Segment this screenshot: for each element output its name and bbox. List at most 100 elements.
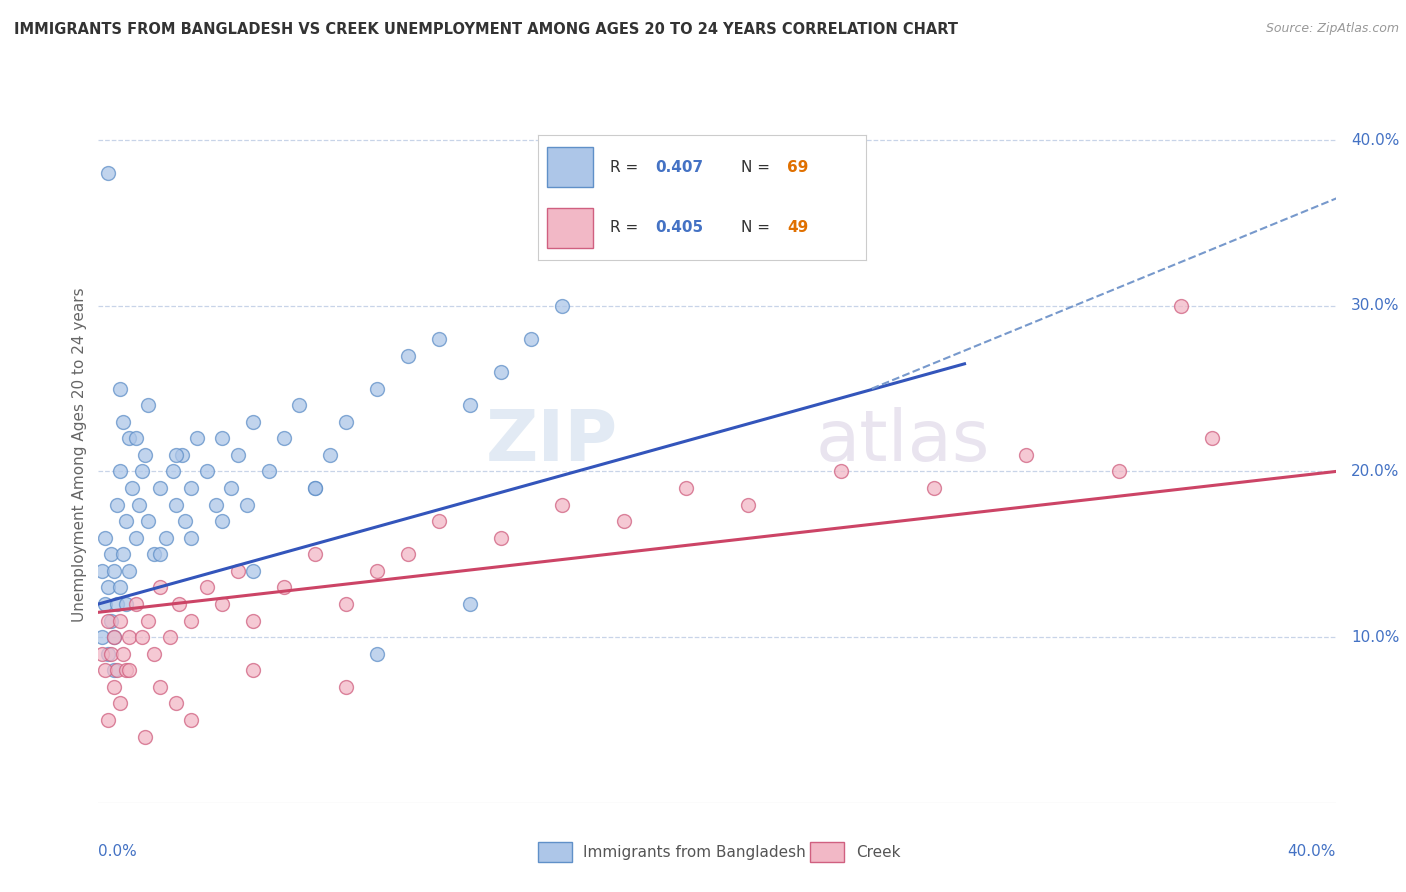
Point [103, 564, 125, 578]
Point [108, 614, 131, 628]
Point [131, 630, 153, 644]
Point [242, 564, 264, 578]
Point [236, 498, 259, 512]
Text: atlas: atlas [815, 407, 990, 475]
Point [520, 332, 543, 346]
Point [105, 663, 128, 677]
Point [134, 730, 156, 744]
Point [108, 697, 131, 711]
Point [108, 465, 131, 479]
Point [97, 647, 120, 661]
Point [304, 547, 326, 561]
Point [103, 630, 125, 644]
Point [118, 564, 141, 578]
Point [165, 697, 187, 711]
Point [186, 431, 208, 445]
Point [112, 647, 135, 661]
Text: ZIP: ZIP [486, 407, 619, 475]
Point [180, 481, 202, 495]
Point [93, 597, 115, 611]
Point [366, 564, 388, 578]
Point [162, 465, 184, 479]
Point [257, 465, 280, 479]
Point [112, 415, 135, 429]
Point [143, 547, 166, 561]
Point [396, 547, 419, 561]
Point [131, 465, 153, 479]
Point [97, 713, 120, 727]
Point [143, 647, 166, 661]
Text: Creek: Creek [856, 845, 900, 860]
Point [830, 465, 852, 479]
Point [118, 431, 141, 445]
Point [97, 614, 120, 628]
Point [136, 614, 159, 628]
Point [211, 431, 233, 445]
Point [155, 531, 177, 545]
Point [180, 531, 202, 545]
Point [211, 597, 233, 611]
Point [100, 647, 122, 661]
Point [136, 514, 159, 528]
Text: Immigrants from Bangladesh: Immigrants from Bangladesh [583, 845, 806, 860]
Point [149, 481, 172, 495]
Point [613, 514, 636, 528]
Point [304, 481, 326, 495]
Point [211, 514, 233, 528]
Point [427, 332, 450, 346]
Point [103, 663, 125, 677]
Point [180, 713, 202, 727]
Point [115, 597, 138, 611]
Point [105, 498, 128, 512]
Point [103, 680, 125, 694]
Point [489, 531, 512, 545]
Point [112, 547, 135, 561]
Point [170, 448, 193, 462]
Point [124, 597, 146, 611]
Point [115, 514, 138, 528]
Point [165, 498, 187, 512]
Point [551, 299, 574, 313]
Point [97, 581, 120, 595]
Point [1170, 299, 1192, 313]
FancyBboxPatch shape [810, 842, 845, 862]
Text: 40.0%: 40.0% [1351, 133, 1399, 148]
Point [1201, 431, 1223, 445]
Point [108, 581, 131, 595]
Point [93, 531, 115, 545]
Point [100, 614, 122, 628]
Point [124, 531, 146, 545]
Point [149, 581, 172, 595]
Point [273, 581, 295, 595]
Point [149, 547, 172, 561]
Point [97, 166, 120, 180]
Point [675, 481, 697, 495]
Point [90, 647, 112, 661]
Point [335, 597, 357, 611]
Point [489, 365, 512, 379]
Point [165, 448, 187, 462]
Point [273, 431, 295, 445]
Point [335, 415, 357, 429]
Y-axis label: Unemployment Among Ages 20 to 24 years: Unemployment Among Ages 20 to 24 years [72, 287, 87, 623]
Point [118, 663, 141, 677]
Point [93, 663, 115, 677]
Point [124, 431, 146, 445]
Point [458, 398, 481, 412]
Text: 40.0%: 40.0% [1288, 844, 1336, 859]
Point [180, 614, 202, 628]
Point [242, 614, 264, 628]
Point [1108, 465, 1130, 479]
Point [149, 680, 172, 694]
Point [226, 564, 249, 578]
Point [100, 547, 122, 561]
Text: 30.0%: 30.0% [1351, 298, 1399, 313]
Point [167, 597, 190, 611]
Text: IMMIGRANTS FROM BANGLADESH VS CREEK UNEMPLOYMENT AMONG AGES 20 TO 24 YEARS CORRE: IMMIGRANTS FROM BANGLADESH VS CREEK UNEM… [14, 22, 957, 37]
Point [427, 514, 450, 528]
Point [159, 630, 181, 644]
Point [103, 630, 125, 644]
Point [551, 498, 574, 512]
Point [174, 514, 197, 528]
Point [115, 663, 138, 677]
